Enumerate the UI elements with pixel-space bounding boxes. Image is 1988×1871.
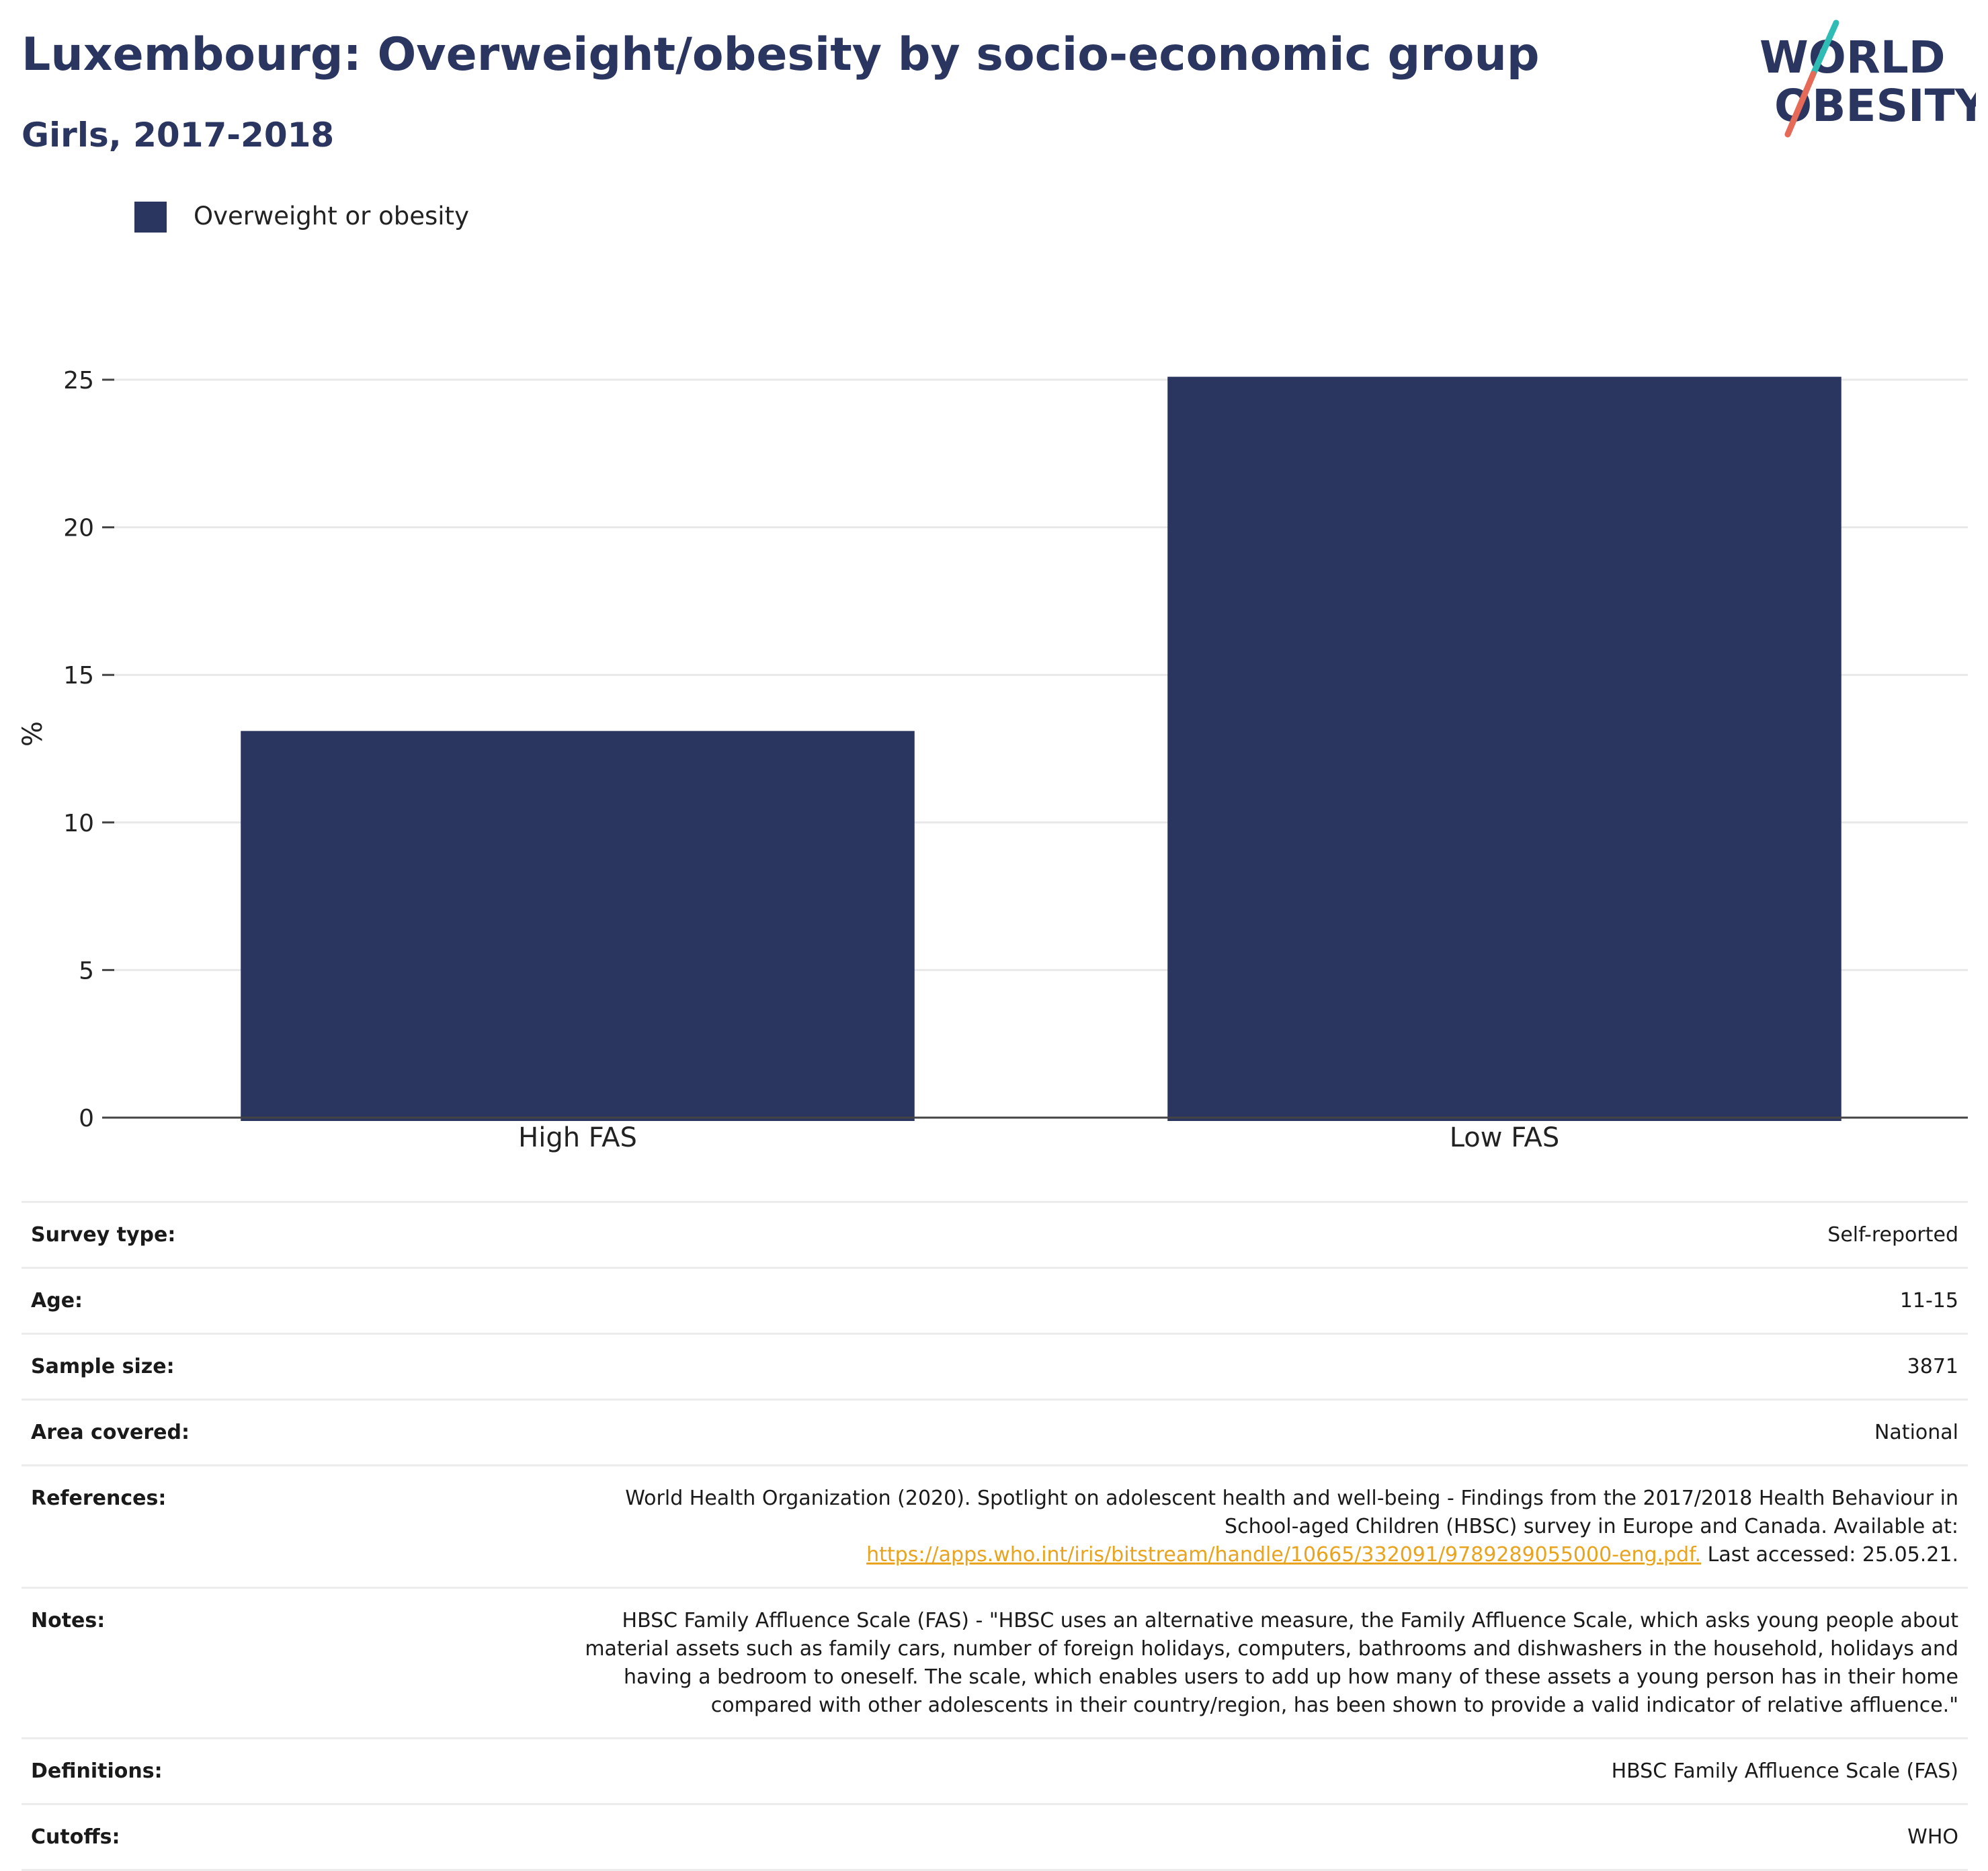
metadata-table: Survey type: Self-reported Age: 11-15 Sa… — [22, 1201, 1968, 1871]
meta-key: References: — [22, 1464, 390, 1589]
y-tick-label: 0 — [79, 1105, 94, 1132]
reference-link[interactable]: https://apps.who.int/iris/bitstream/hand… — [866, 1543, 1702, 1567]
chart-subtitle: Girls, 2017-2018 — [22, 116, 335, 155]
legend-label: Overweight or obesity — [194, 202, 469, 231]
logo-slash-top — [1810, 19, 1839, 77]
meta-row-age: Age: 11-15 — [22, 1267, 1968, 1335]
meta-key: Area covered: — [22, 1399, 390, 1466]
meta-value: WHO — [390, 1803, 1968, 1871]
meta-key: Sample size: — [22, 1333, 390, 1401]
meta-row-cutoffs: Cutoffs: WHO — [22, 1803, 1968, 1871]
meta-value: 11-15 — [390, 1267, 1968, 1335]
reference-line-2: School-aged Children (HBSC) survey in Eu… — [1225, 1515, 1958, 1538]
x-tick-label: Low FAS — [1450, 1122, 1560, 1153]
chart-title: Luxembourg: Overweight/obesity by socio-… — [22, 28, 1540, 81]
meta-value: World Health Organization (2020). Spotli… — [390, 1464, 1968, 1589]
x-tick-label: High FAS — [518, 1122, 637, 1153]
meta-key: Cutoffs: — [22, 1803, 390, 1871]
bar-low-fas — [1167, 376, 1841, 1121]
axes: 0 5 10 15 20 25 High FAS Low FAS% — [17, 367, 1968, 1153]
meta-value: HBSC Family Affluence Scale (FAS) — [390, 1737, 1968, 1805]
y-tick-label: 10 — [63, 810, 94, 837]
y-tick-label: 25 — [63, 367, 94, 394]
meta-row-area-covered: Area covered: National — [22, 1399, 1968, 1466]
world-obesity-logo: WORLD OBESITY — [1759, 19, 1976, 138]
logo-line-1: WORLD — [1759, 32, 1946, 83]
meta-row-survey-type: Survey type: Self-reported — [22, 1201, 1968, 1269]
y-tick-label: 20 — [63, 515, 94, 542]
logo-slash-bottom — [1784, 71, 1817, 138]
meta-value: 3871 — [390, 1333, 1968, 1401]
reference-tail: Last accessed: 25.05.21. — [1701, 1543, 1958, 1567]
meta-value: National — [390, 1399, 1968, 1466]
meta-key: Definitions: — [22, 1737, 390, 1805]
meta-key: Age: — [22, 1267, 390, 1335]
legend-swatch — [134, 202, 167, 233]
reference-line-3: https://apps.who.int/iris/bitstream/hand… — [399, 1541, 1958, 1569]
meta-value: HBSC Family Affluence Scale (FAS) - "HBS… — [390, 1587, 1968, 1739]
notes-line: material assets such as family cars, num… — [585, 1637, 1958, 1661]
y-axis-label: % — [17, 721, 48, 747]
notes-line: HBSC Family Affluence Scale (FAS) - "HBS… — [622, 1609, 1958, 1632]
meta-row-definitions: Definitions: HBSC Family Affluence Scale… — [22, 1737, 1968, 1805]
meta-key: Notes: — [22, 1587, 390, 1739]
bars — [241, 376, 1841, 1121]
notes-line: compared with other adolescents in their… — [710, 1694, 1958, 1717]
bar-chart: 0 5 10 15 20 25 High FAS Low FAS% — [17, 367, 1968, 1153]
y-tick-label: 15 — [63, 662, 94, 690]
meta-key: Survey type: — [22, 1201, 390, 1269]
meta-value: Self-reported — [390, 1201, 1968, 1269]
y-tick-label: 5 — [79, 957, 94, 985]
meta-row-notes: Notes: HBSC Family Affluence Scale (FAS)… — [22, 1587, 1968, 1739]
meta-row-references: References: World Health Organization (2… — [22, 1464, 1968, 1589]
bar-high-fas — [241, 731, 915, 1121]
reference-line-1: World Health Organization (2020). Spotli… — [625, 1487, 1958, 1510]
notes-line: having a bedroom to oneself. The scale, … — [623, 1665, 1958, 1689]
meta-row-sample-size: Sample size: 3871 — [22, 1333, 1968, 1401]
